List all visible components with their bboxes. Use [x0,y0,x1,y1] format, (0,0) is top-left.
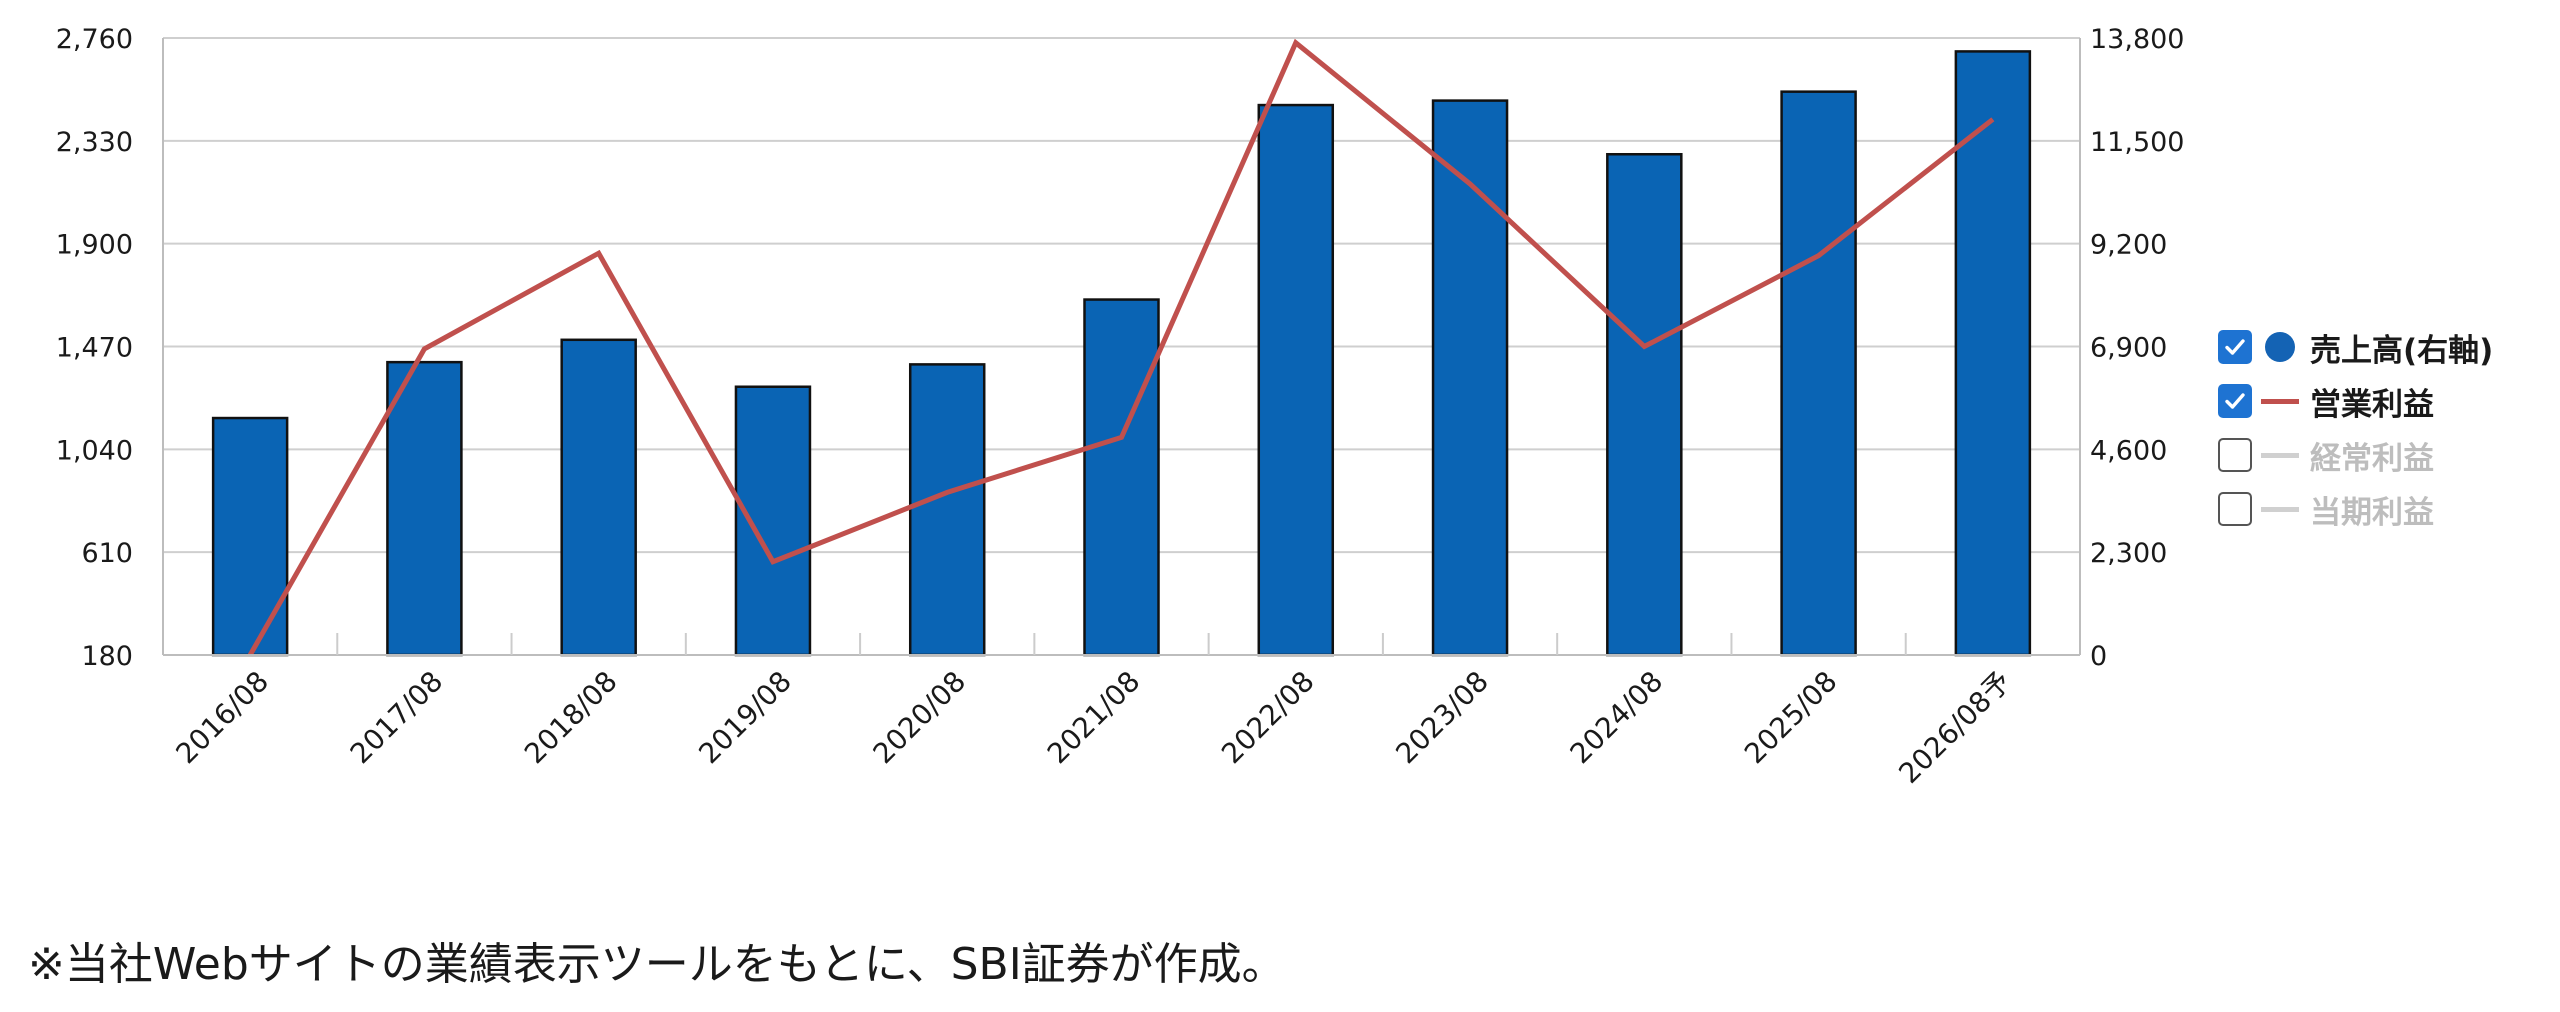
bars [211,50,2032,657]
footnote: ※当社Webサイトの業績表示ツールをもとに、SBI証券が作成。 [28,939,1286,990]
x-tick-label: 2018/08 [518,665,624,771]
checkbox-checked-icon[interactable] [2218,330,2252,364]
left-tick-label: 610 [81,538,133,569]
legend-item[interactable]: 売上高(右軸) [2218,320,2493,374]
left-tick-label: 1,900 [56,230,133,261]
left-tick-label: 1,470 [56,333,133,364]
legend-label: 売上高(右軸) [2310,332,2494,369]
checkbox-checked-icon[interactable] [2218,384,2252,418]
dot-marker-icon [2260,330,2300,364]
revenue-bar [1083,298,1160,657]
legend-label: 営業利益 [2310,386,2434,423]
right-tick-label: 6,900 [2090,333,2167,364]
revenue-bar [1257,103,1335,657]
revenue-bar [560,338,637,657]
legend-item[interactable]: 当期利益 [2218,482,2493,536]
left-tick-label: 180 [81,641,133,672]
left-tick-label: 1,040 [56,435,133,466]
x-tick-label: 2025/08 [1738,665,1844,771]
checkbox-unchecked-icon[interactable] [2218,438,2252,472]
x-tick-label: 2019/08 [692,665,798,771]
right-tick-label: 0 [2090,641,2107,672]
revenue-bar [1780,90,1857,657]
chart: 180 610 1,040 1,470 1,900 2,330 2,760 0 2,300 4,6… [56,24,2185,790]
right-tick-label: 13,800 [2090,24,2184,55]
revenue-bar [908,363,986,657]
legend-label: 経常利益 [2310,440,2434,477]
revenue-bar [1431,99,1509,657]
x-tick-label: 2023/08 [1389,665,1495,771]
checkbox-unchecked-icon[interactable] [2218,492,2252,526]
revenue-bar [1954,50,2032,657]
left-tick-label: 2,330 [56,127,133,158]
operating-profit-line-group [247,38,1995,657]
x-tick-label: 2020/08 [867,665,973,771]
x-tick-label: 2021/08 [1041,665,1147,771]
x-tick-label: 2017/08 [344,665,450,771]
legend-item[interactable]: 経常利益 [2218,428,2493,482]
legend-label: 当期利益 [2310,494,2434,531]
right-tick-label: 11,500 [2090,127,2184,158]
x-tick-label: 2022/08 [1215,665,1321,771]
revenue-bar [211,416,289,657]
right-tick-label: 9,200 [2090,230,2167,261]
x-tick-label: 2016/08 [169,665,275,771]
x-tick-label: 2024/08 [1564,665,1670,771]
x-tick-label: 2026/08予 [1892,665,2017,790]
legend-item[interactable]: 営業利益 [2218,374,2493,428]
line-marker-icon [2260,492,2300,526]
line-marker-icon [2260,438,2300,472]
left-tick-label: 2,760 [56,24,133,55]
line-marker-icon [2260,384,2300,418]
right-tick-label: 4,600 [2090,435,2167,466]
revenue-bar [1606,152,1683,657]
revenue-bar [386,360,463,657]
right-tick-label: 2,300 [2090,538,2167,569]
legend: 売上高(右軸) 営業利益経常利益当期利益 [2218,320,2493,536]
